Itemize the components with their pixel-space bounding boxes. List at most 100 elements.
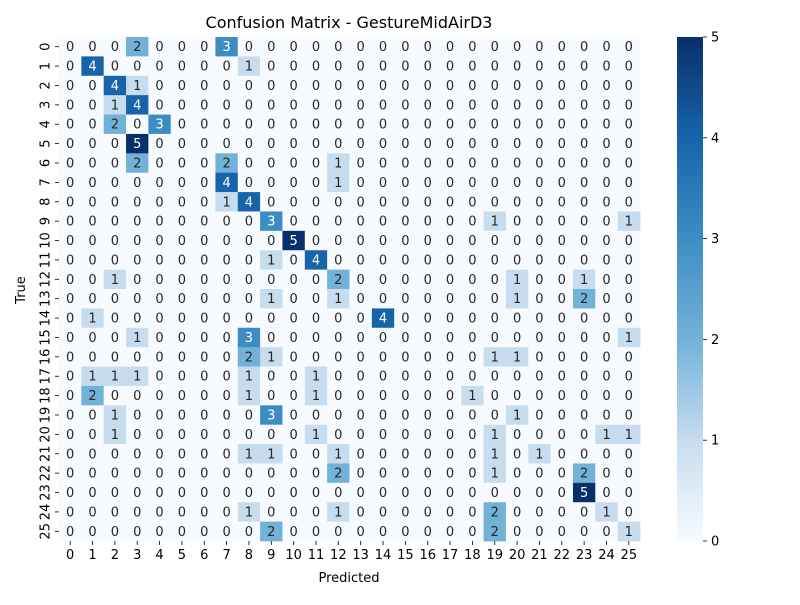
heatmap-cell [170,347,194,367]
cell-value-label: 1 [111,273,119,288]
heatmap-cell [416,405,440,426]
cell-value-label: 0 [289,428,297,443]
cell-value-label: 3 [267,215,275,230]
heatmap-cell [528,482,552,503]
cell-value-label: 0 [379,60,387,75]
heatmap-cell [103,269,127,290]
cell-value-label: 0 [88,195,96,210]
heatmap-cell [193,269,216,290]
cell-value-label: 1 [625,215,633,230]
heatmap-cell [260,347,283,367]
heatmap-cell [260,424,283,445]
heatmap-cell [483,405,507,426]
heatmap-cell [394,56,417,77]
cell-value-label: 0 [312,409,320,424]
cell-value-label: 0 [468,312,476,327]
heatmap-cell [103,444,127,464]
heatmap-cell [260,269,283,290]
heatmap-cell [148,250,172,271]
heatmap-cell [103,95,127,115]
cell-value-label: 0 [468,467,476,482]
heatmap-cell [394,153,417,174]
heatmap-cell [327,327,350,348]
cell-value-label: 0 [200,118,208,133]
heatmap-cell [81,230,105,251]
x-tick-label: 14 [375,548,392,563]
cell-value-label: 0 [178,312,186,327]
heatmap-cell [371,192,395,212]
cell-value-label: 0 [111,137,119,152]
cell-value-label: 0 [535,215,543,230]
cell-value-label: 0 [111,467,119,482]
cell-value-label: 0 [401,60,409,75]
cell-value-label: 0 [401,525,409,540]
heatmap-cell [282,269,306,290]
heatmap-cell [438,95,462,115]
heatmap-cell [572,56,596,77]
cell-value-label: 0 [357,273,365,288]
heatmap-cell [282,153,306,174]
cell-value-label: 0 [245,486,253,501]
cell-value-label: 0 [424,40,432,55]
cell-value-label: 0 [357,253,365,268]
heatmap-cell [505,95,529,115]
cell-value-label: 0 [245,409,253,424]
heatmap-cell [461,405,484,426]
heatmap-cell [282,327,306,348]
heatmap-cell [483,75,507,96]
heatmap-cell [371,424,395,445]
heatmap-cell [59,308,82,329]
cell-value-label: 0 [625,98,633,113]
heatmap-cell [528,211,552,232]
cell-value-label: 0 [200,505,208,520]
cell-value-label: 1 [111,428,119,443]
cell-value-label: 1 [491,350,499,365]
heatmap-cell [483,37,507,57]
cell-value-label: 0 [88,253,96,268]
heatmap-cell [572,327,596,348]
cell-value-label: 0 [88,486,96,501]
x-tick-label: 13 [352,548,369,563]
heatmap-cell [59,327,82,348]
cell-value-label: 0 [558,350,566,365]
cell-value-label: 0 [446,157,454,172]
cell-value-label: 3 [155,118,163,133]
cell-value-label: 0 [133,312,141,327]
heatmap-cell [483,482,507,503]
heatmap-cell [148,308,172,329]
cell-value-label: 0 [446,60,454,75]
cell-value-label: 0 [334,137,342,152]
cell-value-label: 0 [513,447,521,462]
heatmap-cell [59,153,82,174]
heatmap-cell [371,250,395,271]
heatmap-cell [215,37,239,57]
cell-value-label: 0 [535,273,543,288]
cell-value-label: 0 [625,292,633,307]
chart-title: Confusion Matrix - GestureMidAirD3 [206,13,493,32]
heatmap-cell [505,192,529,212]
heatmap-cell [550,75,574,96]
y-tick-label: 12 [39,271,54,288]
cell-value-label: 0 [446,370,454,385]
heatmap-cell [595,56,619,77]
cell-value-label: 0 [200,79,208,94]
y-tick-label: 15 [39,329,54,346]
heatmap-cell [126,153,149,174]
heatmap-cell [483,366,507,387]
cell-value-label: 0 [468,292,476,307]
heatmap-cell [416,37,440,57]
heatmap-cell [371,172,395,193]
cell-value-label: 0 [580,195,588,210]
cell-value-label: 0 [312,157,320,172]
heatmap-cell [170,521,194,542]
cell-value-label: 0 [513,234,521,249]
heatmap-cell [327,37,350,57]
cell-value-label: 0 [625,312,633,327]
cell-value-label: 0 [491,389,499,404]
heatmap-cell [461,521,484,542]
cell-value-label: 0 [222,505,230,520]
heatmap-cell [617,114,641,135]
heatmap-cell [327,230,350,251]
cell-value-label: 0 [491,292,499,307]
heatmap-cell [371,230,395,251]
